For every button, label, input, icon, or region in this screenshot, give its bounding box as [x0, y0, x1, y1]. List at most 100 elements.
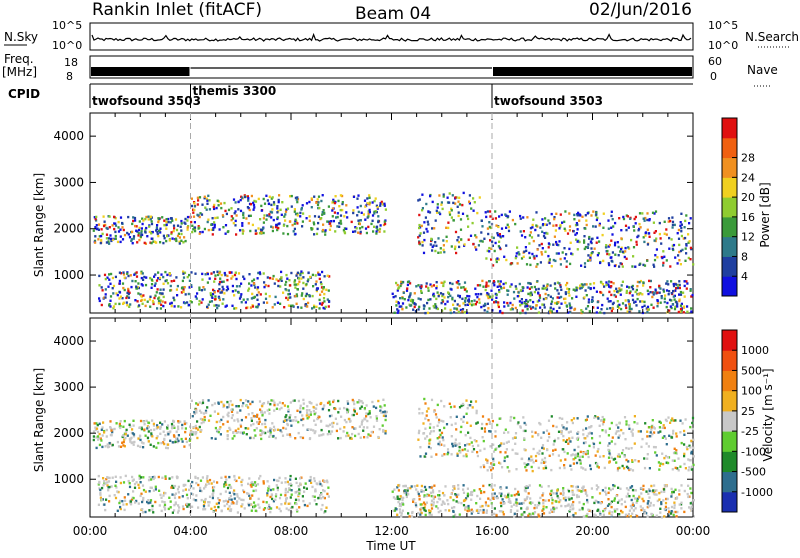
echo-cell — [242, 499, 244, 501]
echo-cell — [585, 427, 587, 429]
echo-cell — [511, 505, 513, 507]
echo-cell — [577, 431, 579, 433]
echo-cell — [494, 435, 496, 437]
echo-cell — [673, 514, 675, 516]
echo-cell — [119, 280, 121, 282]
echo-cell — [297, 306, 299, 308]
echo-cell — [119, 229, 121, 231]
echo-cell — [686, 305, 688, 307]
echo-cell — [528, 492, 530, 494]
echo-cell — [114, 231, 116, 233]
echo-cell — [131, 231, 133, 233]
cpid-segment-label: themis 3300 — [193, 84, 277, 98]
echo-cell — [259, 421, 261, 423]
echo-cell — [489, 239, 491, 241]
echo-cell — [340, 416, 342, 418]
echo-cell — [560, 296, 562, 298]
echo-cell — [441, 504, 443, 506]
echo-cell — [494, 430, 496, 432]
echo-cell — [148, 426, 150, 428]
echo-cell — [327, 487, 329, 489]
echo-cell — [183, 236, 185, 238]
echo-cell — [238, 405, 240, 407]
echo-cell — [466, 290, 468, 292]
echo-cell — [438, 212, 440, 214]
echo-cell — [263, 301, 265, 303]
echo-cell — [602, 294, 604, 296]
echo-cell — [691, 451, 693, 453]
echo-cell — [314, 488, 316, 490]
echo-cell — [178, 486, 180, 488]
echo-cell — [276, 484, 278, 486]
echo-cell — [193, 498, 195, 500]
echo-cell — [122, 287, 124, 289]
echo-cell — [266, 214, 268, 216]
echo-cell — [613, 302, 615, 304]
echo-cell — [200, 301, 202, 303]
echo-cell — [477, 293, 479, 295]
echo-cell — [455, 428, 457, 430]
echo-cell — [558, 431, 560, 433]
echo-cell — [401, 499, 403, 501]
echo-cell — [476, 301, 478, 303]
echo-cell — [674, 306, 676, 308]
echo-cell — [674, 298, 676, 300]
echo-cell — [162, 494, 164, 496]
echo-cell — [233, 435, 235, 437]
echo-cell — [229, 492, 231, 494]
echo-cell — [367, 226, 369, 228]
echo-cell — [557, 495, 559, 497]
echo-cell — [423, 432, 425, 434]
echo-cell — [141, 501, 143, 503]
echo-cell — [686, 282, 688, 284]
echo-cell — [302, 437, 304, 439]
echo-cell — [662, 437, 664, 439]
echo-cell — [668, 290, 670, 292]
echo-cell — [566, 288, 568, 290]
echo-cell — [167, 433, 169, 435]
echo-cell — [499, 492, 501, 494]
echo-cell — [151, 419, 153, 421]
echo-cell — [200, 480, 202, 482]
echo-cell — [541, 231, 543, 233]
echo-cell — [612, 436, 614, 438]
echo-cell — [427, 419, 429, 421]
echo-cell — [195, 494, 197, 496]
echo-cell — [194, 273, 196, 275]
echo-cell — [531, 253, 533, 255]
echo-cell — [647, 290, 649, 292]
echo-cell — [104, 482, 106, 484]
echo-cell — [328, 289, 330, 291]
echo-cell — [312, 295, 314, 297]
echo-cell — [682, 422, 684, 424]
echo-cell — [397, 498, 399, 500]
echo-cell — [253, 501, 255, 503]
echo-cell — [590, 425, 592, 427]
echo-cell — [288, 409, 290, 411]
echo-cell — [247, 197, 249, 199]
echo-cell — [329, 229, 331, 231]
echo-cell — [604, 467, 606, 469]
echo-cell — [507, 494, 509, 496]
echo-cell — [454, 445, 456, 447]
echo-cell — [344, 419, 346, 421]
echo-cell — [119, 423, 121, 425]
echo-cell — [453, 307, 455, 309]
echo-cell — [212, 497, 214, 499]
echo-cell — [551, 497, 553, 499]
echo-cell — [108, 243, 110, 245]
echo-cell — [263, 232, 265, 234]
echo-cell — [671, 292, 673, 294]
echo-cell — [126, 232, 128, 234]
echo-cell — [627, 310, 629, 312]
echo-cell — [467, 505, 469, 507]
echo-cell — [286, 278, 288, 280]
echo-cell — [286, 507, 288, 509]
echo-cell — [245, 301, 247, 303]
echo-cell — [284, 420, 286, 422]
echo-cell — [100, 439, 102, 441]
echo-cell — [615, 495, 617, 497]
echo-cell — [360, 437, 362, 439]
echo-cell — [169, 239, 171, 241]
echo-cell — [423, 232, 425, 234]
